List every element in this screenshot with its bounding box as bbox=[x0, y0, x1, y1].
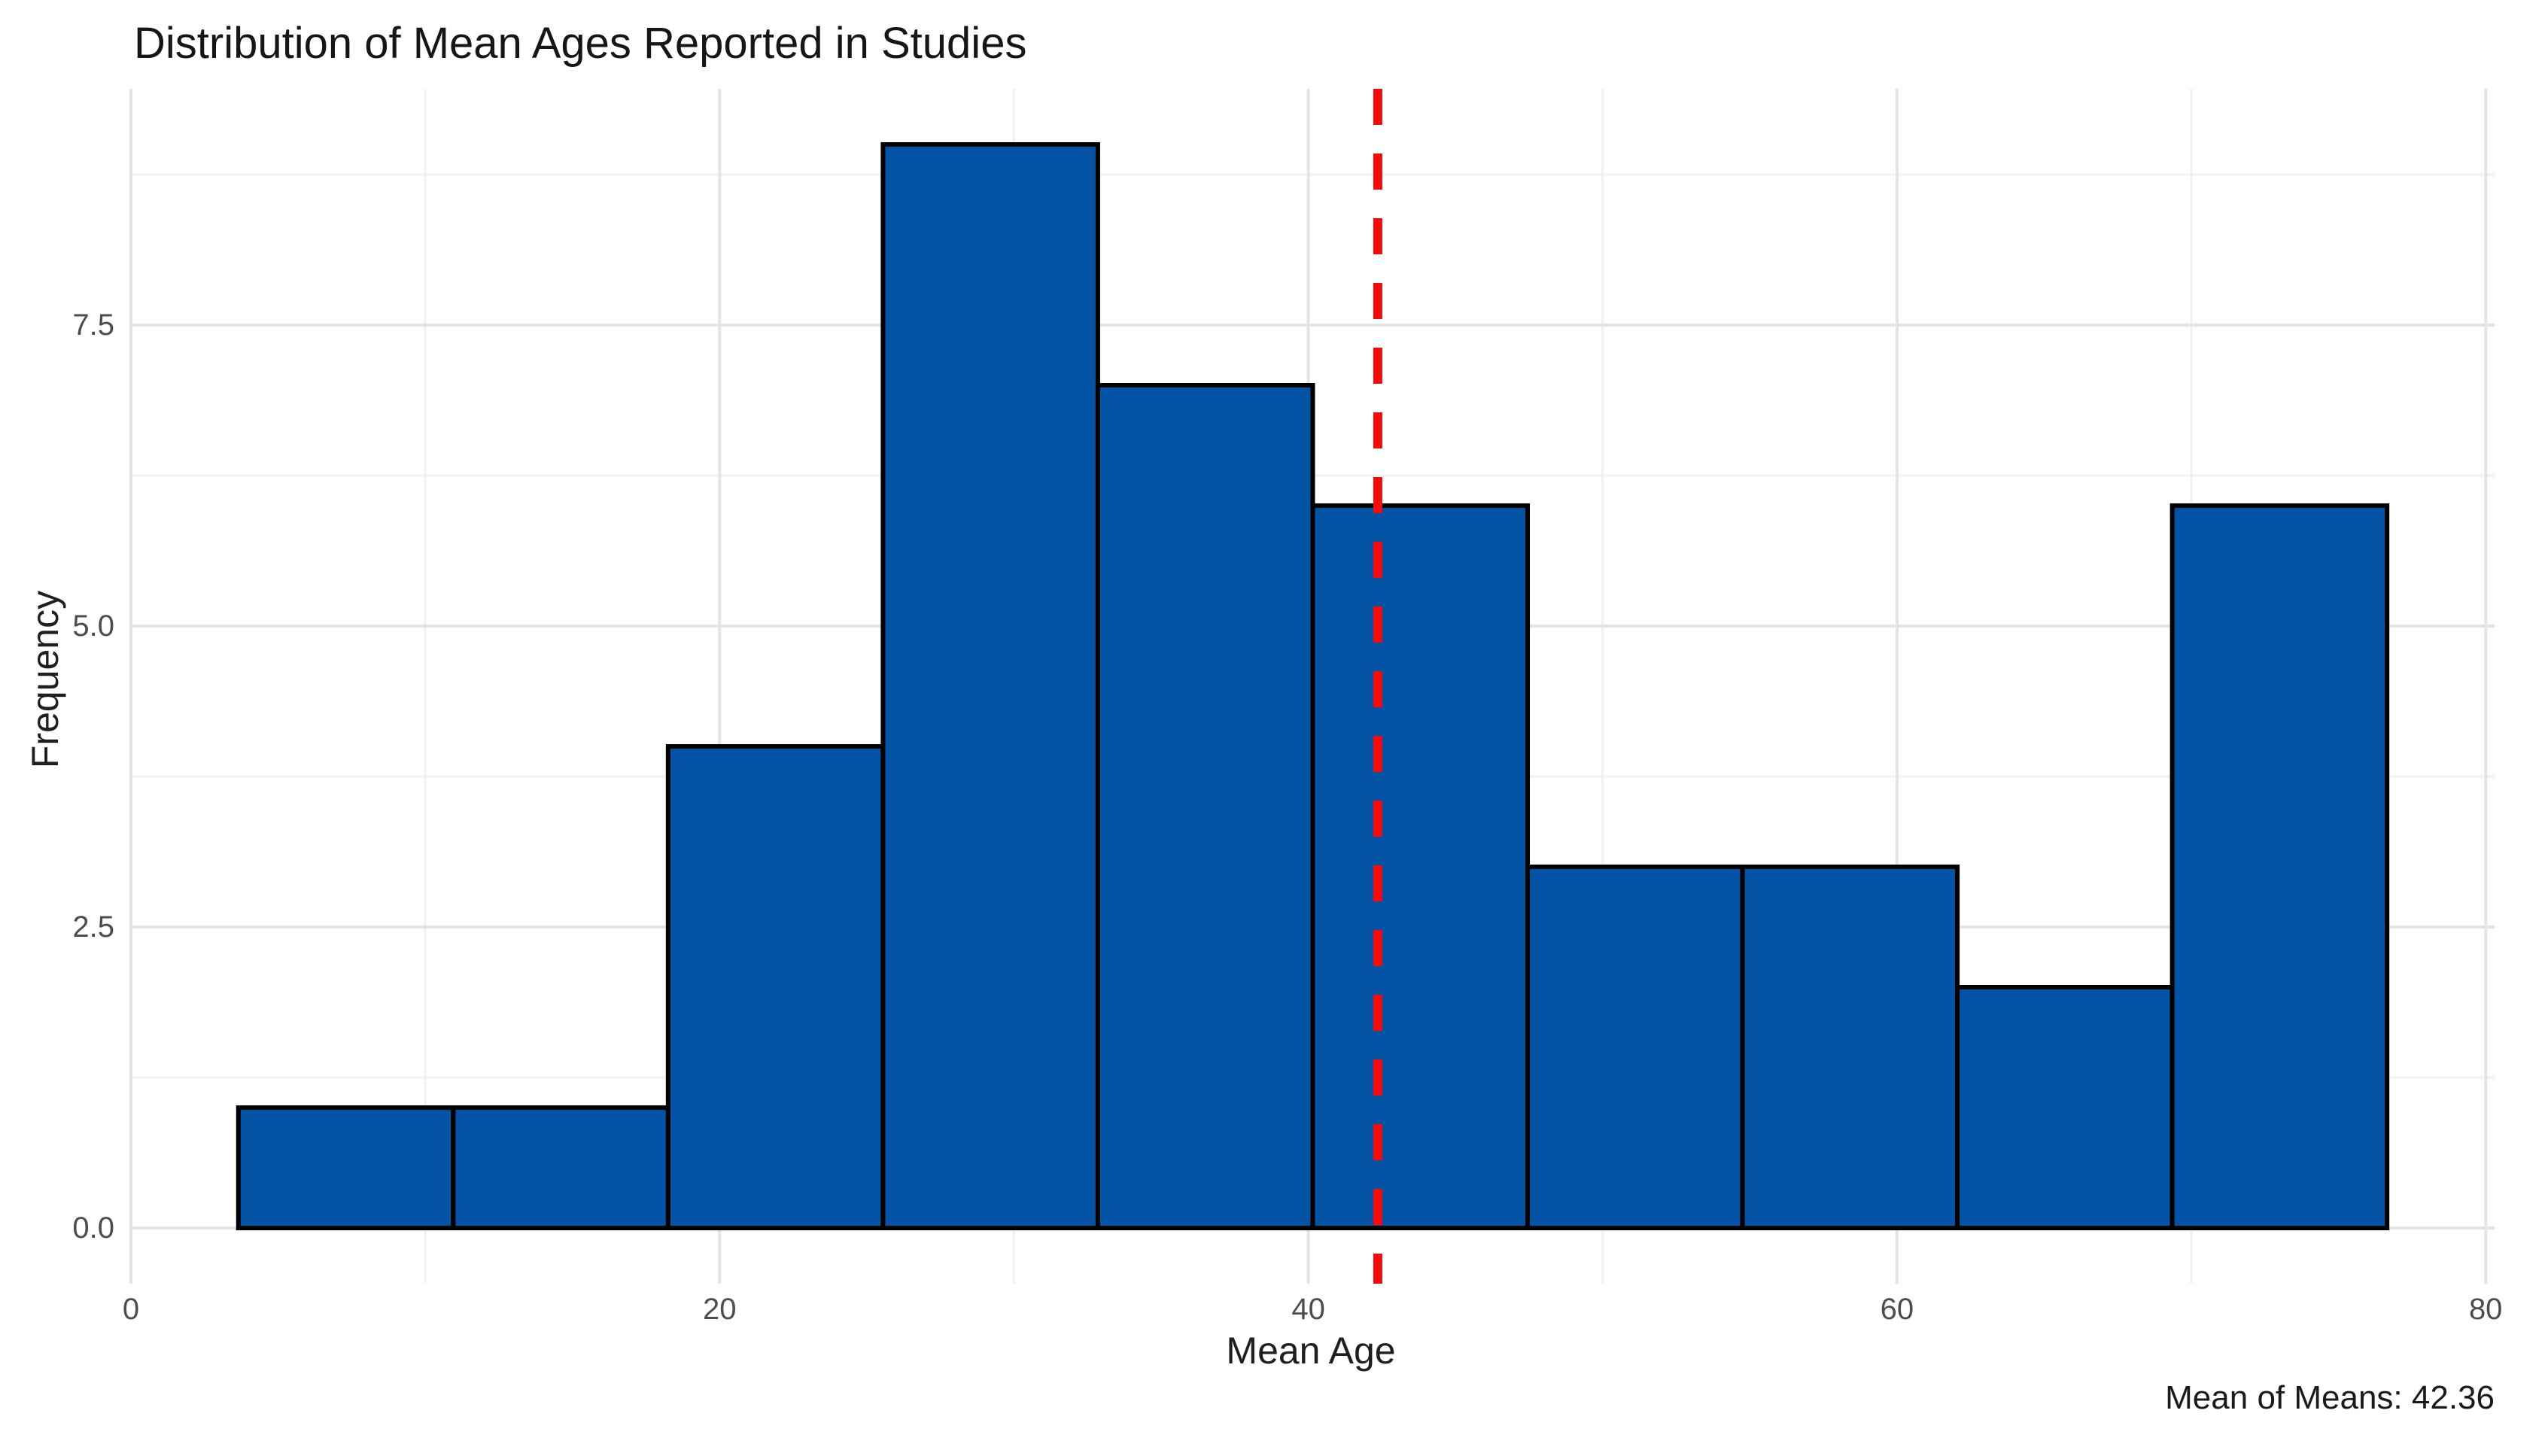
y-tick-label: 0.0 bbox=[72, 1211, 114, 1245]
histogram-bar bbox=[665, 744, 886, 1230]
x-tick-label: 80 bbox=[2468, 1293, 2503, 1326]
histogram-bar bbox=[451, 1105, 670, 1230]
y-tick-label: 2.5 bbox=[72, 910, 114, 944]
histogram-bar bbox=[1740, 865, 1960, 1230]
x-tick-label: 20 bbox=[703, 1293, 737, 1326]
x-axis-title: Mean Age bbox=[1226, 1330, 1396, 1372]
histogram-bar bbox=[236, 1105, 456, 1230]
histogram-bar bbox=[1955, 985, 2175, 1230]
histogram-bar bbox=[880, 142, 1100, 1230]
mean-of-means-caption: Mean of Means: 42.36 bbox=[2165, 1379, 2495, 1416]
chart-title: Distribution of Mean Ages Reported in St… bbox=[134, 19, 1027, 68]
y-tick-label: 7.5 bbox=[72, 309, 114, 342]
histogram-bar bbox=[1310, 503, 1531, 1230]
histogram-bar bbox=[1525, 865, 1745, 1230]
x-tick-label: 40 bbox=[1291, 1293, 1325, 1326]
y-tick-label: 5.0 bbox=[72, 609, 114, 643]
histogram-bar bbox=[1095, 383, 1315, 1230]
x-tick-label: 60 bbox=[1880, 1293, 1914, 1326]
x-tick-label: 0 bbox=[122, 1293, 140, 1326]
histogram-bar bbox=[2169, 503, 2390, 1230]
